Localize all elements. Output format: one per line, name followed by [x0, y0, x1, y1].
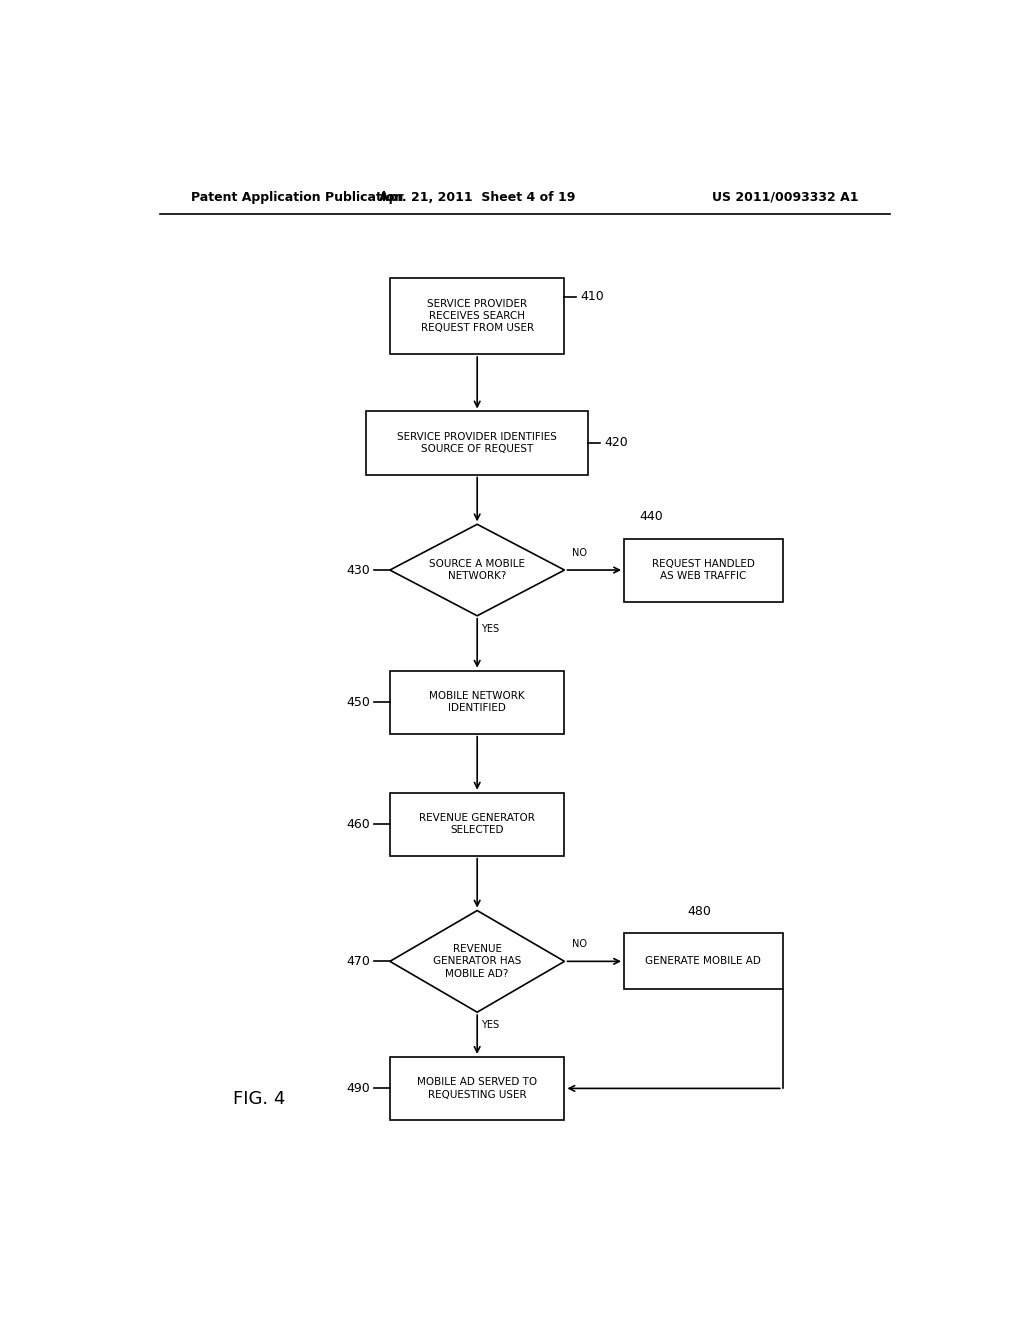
- Text: 470: 470: [346, 954, 370, 968]
- Text: 460: 460: [346, 817, 370, 830]
- FancyBboxPatch shape: [390, 671, 564, 734]
- Text: SOURCE A MOBILE
NETWORK?: SOURCE A MOBILE NETWORK?: [429, 558, 525, 581]
- Text: REVENUE GENERATOR
SELECTED: REVENUE GENERATOR SELECTED: [419, 813, 536, 836]
- Text: YES: YES: [481, 1020, 500, 1031]
- Text: 490: 490: [346, 1082, 370, 1094]
- Text: FIG. 4: FIG. 4: [232, 1089, 285, 1107]
- Text: Patent Application Publication: Patent Application Publication: [191, 190, 403, 203]
- Text: MOBILE AD SERVED TO
REQUESTING USER: MOBILE AD SERVED TO REQUESTING USER: [417, 1077, 538, 1100]
- Text: SERVICE PROVIDER
RECEIVES SEARCH
REQUEST FROM USER: SERVICE PROVIDER RECEIVES SEARCH REQUEST…: [421, 298, 534, 334]
- FancyBboxPatch shape: [390, 792, 564, 855]
- Text: 480: 480: [687, 904, 712, 917]
- Text: 430: 430: [346, 564, 370, 577]
- Text: 440: 440: [640, 510, 664, 523]
- FancyBboxPatch shape: [390, 1057, 564, 1119]
- Text: 410: 410: [581, 290, 604, 304]
- FancyBboxPatch shape: [367, 412, 588, 474]
- Text: YES: YES: [481, 624, 500, 634]
- Text: US 2011/0093332 A1: US 2011/0093332 A1: [712, 190, 858, 203]
- Text: SERVICE PROVIDER IDENTIFIES
SOURCE OF REQUEST: SERVICE PROVIDER IDENTIFIES SOURCE OF RE…: [397, 432, 557, 454]
- Polygon shape: [390, 911, 564, 1012]
- Text: REVENUE
GENERATOR HAS
MOBILE AD?: REVENUE GENERATOR HAS MOBILE AD?: [433, 944, 521, 978]
- Polygon shape: [390, 524, 564, 616]
- Text: MOBILE NETWORK
IDENTIFIED: MOBILE NETWORK IDENTIFIED: [429, 690, 525, 713]
- Text: 450: 450: [346, 696, 370, 709]
- FancyBboxPatch shape: [624, 933, 782, 989]
- Text: GENERATE MOBILE AD: GENERATE MOBILE AD: [645, 957, 761, 966]
- Text: REQUEST HANDLED
AS WEB TRAFFIC: REQUEST HANDLED AS WEB TRAFFIC: [652, 558, 755, 581]
- Text: Apr. 21, 2011  Sheet 4 of 19: Apr. 21, 2011 Sheet 4 of 19: [379, 190, 575, 203]
- Text: NO: NO: [572, 939, 588, 949]
- FancyBboxPatch shape: [390, 277, 564, 354]
- FancyBboxPatch shape: [624, 539, 782, 602]
- Text: 420: 420: [604, 437, 628, 450]
- Text: NO: NO: [572, 548, 588, 558]
